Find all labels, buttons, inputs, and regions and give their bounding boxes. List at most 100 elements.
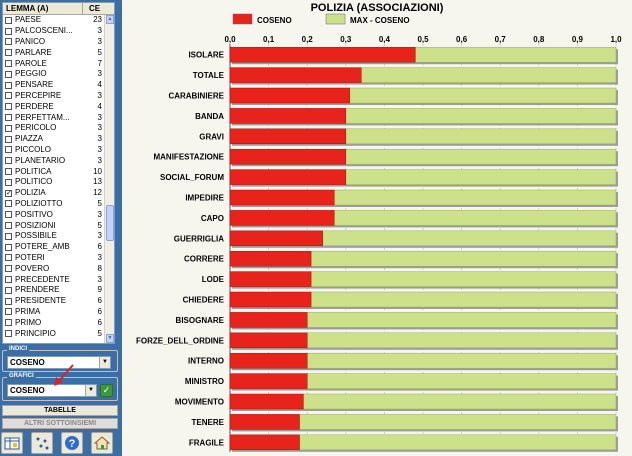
- scatter-icon[interactable]: [31, 432, 53, 454]
- list-item[interactable]: PIAZZA 3: [3, 134, 104, 145]
- list-item-count: 6: [97, 317, 102, 327]
- list-item[interactable]: PEGGIO 3: [3, 69, 104, 80]
- list-item[interactable]: PRINCIPIO 5: [3, 328, 104, 339]
- list-item-checkbox[interactable]: [5, 254, 12, 262]
- list-item-count: 7: [97, 58, 102, 68]
- bar-coseno: [229, 393, 304, 410]
- list-item[interactable]: PRESIDENTE 6: [3, 296, 104, 307]
- list-item-checkbox[interactable]: [5, 38, 12, 46]
- bar-max-coseno: [310, 291, 617, 308]
- bar-max-coseno: [310, 271, 617, 287]
- list-item-checkbox[interactable]: [5, 60, 12, 68]
- list-item-checkbox[interactable]: [5, 243, 12, 251]
- list-item[interactable]: PICCOLO 3: [3, 145, 104, 156]
- list-item-checkbox[interactable]: [5, 92, 12, 100]
- x-tick-label: 0,5: [417, 35, 429, 44]
- list-item[interactable]: POLITICO 13: [3, 177, 104, 188]
- list-item-checkbox[interactable]: [5, 319, 12, 327]
- list-item[interactable]: PERICOLO 3: [3, 123, 104, 134]
- lemma-list[interactable]: LEMMA (A) CE PAESE 23 PALCOSCENI... 3 PANICO…: [2, 2, 115, 344]
- list-item[interactable]: PLANETARIO 3: [3, 155, 104, 166]
- tabelle-button[interactable]: TABELLE: [2, 405, 118, 416]
- list-scrollbar[interactable]: ▲ ▼: [104, 15, 114, 343]
- list-item[interactable]: POLIZIOTTO 5: [3, 199, 104, 210]
- bar-max-coseno: [349, 87, 617, 104]
- altri-sottoinsiemi-button[interactable]: ALTRI SOTTOINSIEMI: [2, 418, 118, 429]
- bar-coseno: [229, 291, 312, 308]
- list-item-checkbox[interactable]: [5, 168, 12, 176]
- list-item[interactable]: PERFETTAM... 3: [3, 112, 104, 123]
- list-item-count: 12: [93, 188, 102, 198]
- list-item[interactable]: PRIMA 6: [3, 307, 104, 318]
- bar-coseno: [229, 414, 300, 430]
- list-item-checkbox[interactable]: [5, 265, 12, 273]
- list-item-checkbox[interactable]: [5, 297, 12, 305]
- list-item[interactable]: PARLARE 5: [3, 47, 104, 58]
- list-item-checkbox[interactable]: [5, 286, 12, 294]
- list-item[interactable]: PAESE 23: [3, 15, 104, 26]
- category-label: IMPEDIRE: [185, 194, 224, 203]
- help-icon[interactable]: ?: [61, 432, 83, 454]
- list-item-label: PARLARE: [15, 47, 52, 57]
- grafici-select[interactable]: COSENO ▼: [7, 384, 97, 397]
- chevron-down-icon[interactable]: ▼: [99, 357, 110, 368]
- home-icon[interactable]: [91, 432, 113, 454]
- list-item-checkbox[interactable]: [5, 16, 12, 24]
- scroll-thumb[interactable]: [106, 205, 114, 241]
- column-header-ce[interactable]: CE: [88, 4, 101, 13]
- list-item-checkbox[interactable]: [5, 27, 12, 35]
- list-item-checkbox[interactable]: [5, 135, 12, 143]
- list-item[interactable]: POTERE_AMB 6: [3, 242, 104, 253]
- table-icon[interactable]: [1, 432, 23, 454]
- list-item-checkbox[interactable]: ✓: [5, 189, 12, 197]
- list-item-checkbox[interactable]: [5, 124, 12, 132]
- list-item[interactable]: POSIZIONI 5: [3, 220, 104, 231]
- list-item-count: 3: [97, 252, 102, 262]
- list-item-checkbox[interactable]: [5, 49, 12, 57]
- list-item[interactable]: PERCEPIRE 3: [3, 91, 104, 102]
- list-item-checkbox[interactable]: [5, 157, 12, 165]
- bar-coseno: [229, 352, 308, 369]
- list-item[interactable]: PERDERE 4: [3, 101, 104, 112]
- list-item-checkbox[interactable]: [5, 276, 12, 284]
- list-item[interactable]: PRENDERE 9: [3, 285, 104, 296]
- list-item[interactable]: PALCOSCENI... 3: [3, 26, 104, 37]
- confirm-icon[interactable]: ✓: [100, 384, 113, 397]
- list-item-checkbox[interactable]: [5, 114, 12, 122]
- indici-select[interactable]: COSENO ▼: [7, 356, 111, 369]
- bar-chart: POLIZIA (ASSOCIAZIONI) COSENO MAX - COSENO…: [136, 2, 622, 452]
- list-item-checkbox[interactable]: [5, 211, 12, 219]
- scroll-up-icon[interactable]: ▲: [106, 15, 114, 24]
- list-item-checkbox[interactable]: [5, 146, 12, 154]
- list-item[interactable]: PRECEDENTE 3: [3, 274, 104, 285]
- list-item[interactable]: PENSARE 4: [3, 80, 104, 91]
- category-label: CAPO: [201, 214, 224, 223]
- list-item[interactable]: POTERI 3: [3, 253, 104, 264]
- list-item-checkbox[interactable]: [5, 178, 12, 186]
- list-item[interactable]: ✓ POLIZIA 12: [3, 188, 104, 199]
- list-item-label: POLITICO: [15, 177, 53, 187]
- list-item-checkbox[interactable]: [5, 330, 12, 337]
- list-item-checkbox[interactable]: [5, 222, 12, 230]
- list-item[interactable]: PAROLE 7: [3, 58, 104, 69]
- bar-coseno: [229, 373, 308, 389]
- list-item-label: PERCEPIRE: [15, 90, 62, 100]
- x-tick-label: 0,2: [302, 35, 314, 44]
- list-item-count: 3: [97, 209, 102, 219]
- list-item[interactable]: POVERO 8: [3, 263, 104, 274]
- list-item-checkbox[interactable]: [5, 200, 12, 208]
- list-item-checkbox[interactable]: [5, 232, 12, 240]
- chevron-down-icon[interactable]: ▼: [85, 385, 96, 396]
- column-header-lemma[interactable]: LEMMA (A): [3, 3, 83, 14]
- list-item[interactable]: PANICO 3: [3, 37, 104, 48]
- list-item[interactable]: POSITIVO 3: [3, 209, 104, 220]
- list-item-checkbox[interactable]: [5, 81, 12, 89]
- list-item[interactable]: POSSIBILE 3: [3, 231, 104, 242]
- list-item[interactable]: POLITICA 10: [3, 166, 104, 177]
- list-item-checkbox[interactable]: [5, 103, 12, 111]
- list-item-label: PENSARE: [15, 80, 54, 90]
- list-item-checkbox[interactable]: [5, 308, 12, 316]
- list-item-checkbox[interactable]: [5, 70, 12, 78]
- list-item[interactable]: PRIMO 6: [3, 317, 104, 328]
- scroll-down-icon[interactable]: ▼: [106, 334, 114, 343]
